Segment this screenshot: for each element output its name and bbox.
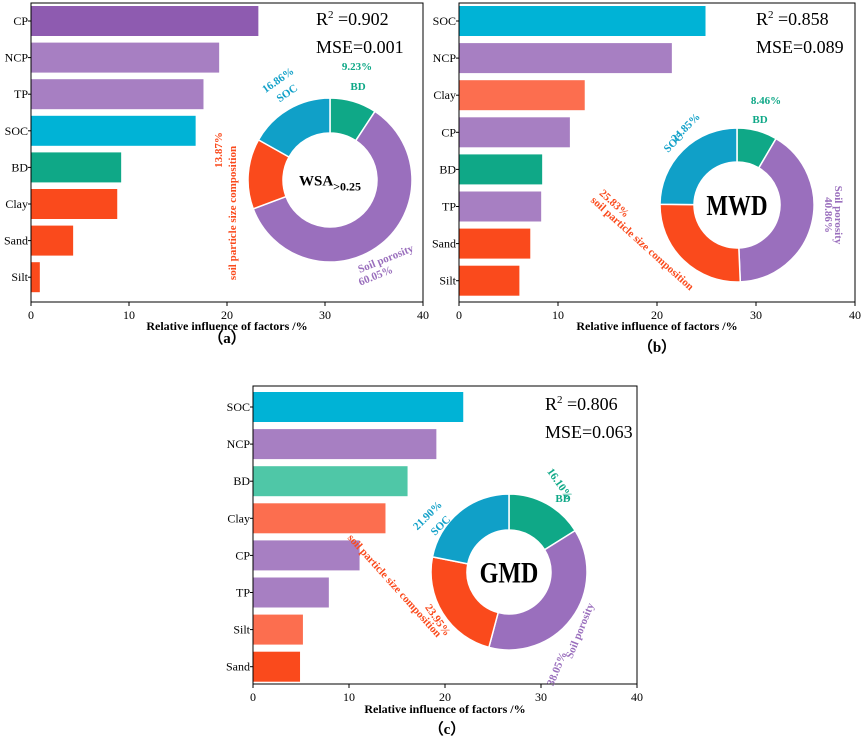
bar-bd bbox=[31, 152, 122, 183]
donut-slice-soc bbox=[257, 97, 331, 159]
donut-name-label: BD bbox=[752, 114, 767, 126]
donut-slice-soc bbox=[431, 493, 510, 565]
bar-bd bbox=[253, 466, 408, 497]
x-tick-label: 10 bbox=[552, 308, 564, 322]
panel-label: （a） bbox=[208, 329, 246, 347]
category-label: Sand bbox=[226, 660, 250, 674]
x-tick-label: 20 bbox=[651, 308, 663, 322]
category-label: NCP bbox=[227, 437, 251, 451]
category-label: CP bbox=[13, 14, 28, 28]
donut-center-label: MWD bbox=[706, 190, 767, 222]
category-label: NCP bbox=[433, 51, 457, 65]
category-label: TP bbox=[236, 586, 250, 600]
donut-name-label: BD bbox=[555, 493, 570, 505]
donut-pct-label: 8.46% bbox=[751, 95, 781, 107]
bar-tp bbox=[31, 79, 204, 110]
panel-label: （b） bbox=[638, 338, 676, 356]
bar-soc bbox=[253, 392, 464, 422]
bar-clay bbox=[31, 189, 118, 219]
bar-clay bbox=[459, 80, 585, 111]
donut-slice-soil-porosity bbox=[487, 529, 588, 651]
donut-slice-soc bbox=[659, 127, 738, 206]
bar-soc bbox=[459, 6, 706, 36]
category-label: SOC bbox=[227, 400, 250, 414]
category-label: BD bbox=[439, 162, 456, 176]
x-axis-label: Relative influence of factors /% bbox=[364, 702, 525, 716]
category-label: CP bbox=[441, 125, 456, 139]
category-label: NCP bbox=[5, 51, 29, 65]
donut-name-label: soil particle size composition bbox=[227, 146, 239, 280]
x-tick-label: 10 bbox=[343, 690, 355, 704]
x-tick-label: 0 bbox=[456, 308, 462, 322]
x-axis-label: Relative influence of factors /% bbox=[576, 319, 737, 333]
donut-center-label: WSA>0.25 bbox=[299, 173, 361, 193]
bar-silt bbox=[459, 265, 520, 296]
r-squared: R2 =0.806 bbox=[545, 394, 618, 414]
donut-pct-label: 9.23% bbox=[342, 61, 372, 73]
donut-name-label: Soil porosity bbox=[832, 186, 844, 245]
panel-a: CP NCP TP SOC BD Clay Sand Silt 0 10 20 30 40 Relativ… bbox=[4, 2, 429, 347]
donut-pct-label: 13.87% bbox=[213, 132, 225, 168]
bar-soc bbox=[31, 115, 196, 146]
bar-sand bbox=[459, 228, 531, 259]
category-label: Sand bbox=[432, 237, 456, 251]
mse: MSE=0.001 bbox=[316, 37, 404, 57]
panel-label: （c） bbox=[429, 720, 466, 738]
category-label: Clay bbox=[227, 511, 250, 525]
donut-slice-soil-porosity bbox=[252, 110, 413, 263]
bar-cp bbox=[31, 6, 259, 36]
bar-silt bbox=[31, 262, 40, 293]
x-tick-label: 30 bbox=[319, 308, 331, 322]
bar-bd bbox=[459, 154, 543, 185]
panel-c: SOC NCP BD Clay CP TP Silt Sand 0 10 20 30 40 Relativ… bbox=[226, 385, 643, 738]
x-tick-label: 0 bbox=[250, 690, 256, 704]
category-label: TP bbox=[14, 87, 28, 101]
donut-center-label: GMD bbox=[480, 556, 539, 589]
bar-cp bbox=[459, 117, 570, 148]
donut-pct-label: 40.86% bbox=[822, 197, 834, 233]
donut-slice-soil-particle-size-composition bbox=[659, 203, 742, 283]
x-tick-label: 20 bbox=[221, 308, 233, 322]
x-axis-label: Relative influence of factors /% bbox=[146, 319, 307, 333]
donut-name-label: BD bbox=[350, 81, 365, 93]
category-label: Sand bbox=[4, 234, 28, 248]
bar-cp bbox=[253, 540, 360, 571]
bar-tp bbox=[459, 191, 542, 222]
bar-silt bbox=[253, 614, 303, 645]
category-label: Clay bbox=[5, 197, 28, 211]
category-label: BD bbox=[11, 160, 28, 174]
panel-b: SOC NCP Clay CP BD TP Sand Silt 0 10 20 30 40 Relativ… bbox=[432, 2, 861, 356]
category-label: Clay bbox=[433, 88, 456, 102]
category-label: BD bbox=[233, 474, 250, 488]
category-label: SOC bbox=[433, 14, 456, 28]
x-tick-label: 40 bbox=[631, 690, 643, 704]
bar-clay bbox=[253, 503, 386, 534]
category-label: Silt bbox=[233, 623, 250, 637]
bar-tp bbox=[253, 577, 329, 608]
mse: MSE=0.063 bbox=[545, 422, 633, 442]
bar-ncp bbox=[459, 43, 672, 74]
category-label: SOC bbox=[5, 124, 28, 138]
mse: MSE=0.089 bbox=[756, 37, 844, 57]
bar-sand bbox=[253, 651, 301, 682]
r-squared: R2 =0.902 bbox=[316, 9, 389, 29]
x-tick-label: 30 bbox=[750, 308, 762, 322]
x-tick-label: 10 bbox=[123, 308, 135, 322]
x-tick-label: 40 bbox=[849, 308, 861, 322]
bar-ncp bbox=[253, 429, 437, 460]
donut-slice-soil-porosity bbox=[738, 137, 815, 283]
r-squared: R2 =0.858 bbox=[756, 9, 829, 29]
donut-name-label: soil particle size composition bbox=[345, 532, 444, 640]
bar-sand bbox=[31, 225, 74, 256]
category-label: Silt bbox=[439, 274, 456, 288]
x-tick-label: 40 bbox=[417, 308, 429, 322]
x-tick-label: 0 bbox=[28, 308, 34, 322]
category-label: CP bbox=[235, 548, 250, 562]
category-label: Silt bbox=[11, 270, 28, 284]
x-tick-label: 20 bbox=[439, 690, 451, 704]
category-label: TP bbox=[442, 200, 456, 214]
bar-ncp bbox=[31, 42, 220, 73]
x-tick-label: 30 bbox=[535, 690, 547, 704]
